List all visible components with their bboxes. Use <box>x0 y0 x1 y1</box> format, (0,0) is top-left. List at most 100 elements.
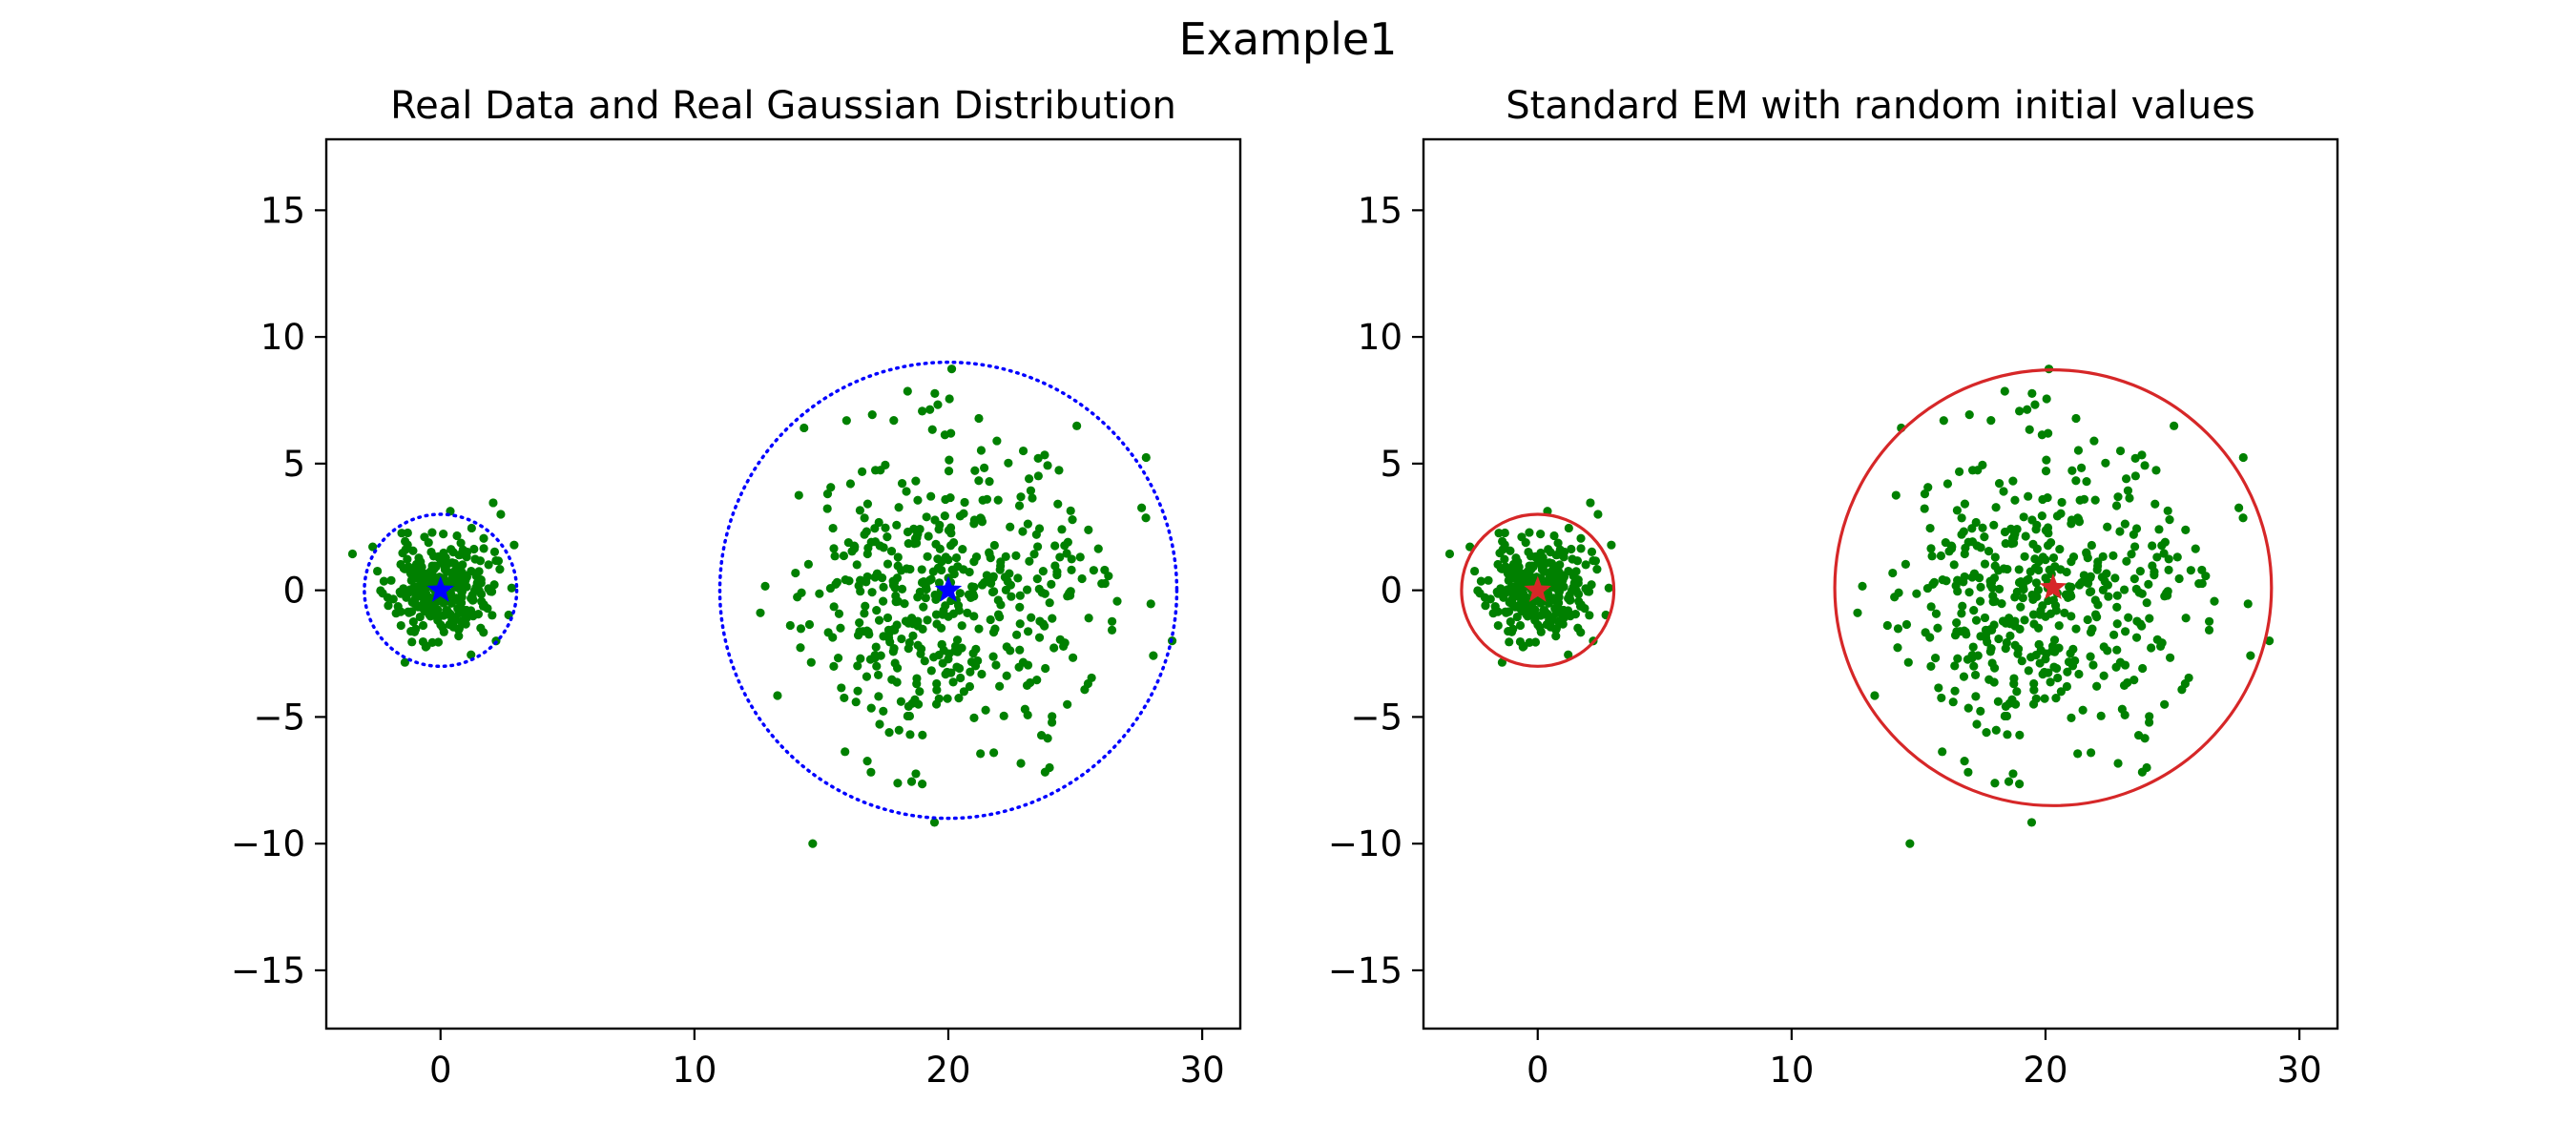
data-point <box>1580 603 1589 614</box>
data-point <box>467 650 476 659</box>
data-point <box>2020 552 2029 561</box>
data-point <box>879 543 888 552</box>
component-center-1-star-icon <box>1524 575 1552 602</box>
data-point <box>945 492 955 503</box>
data-point <box>913 495 923 505</box>
data-point <box>450 566 460 575</box>
data-point <box>418 636 428 647</box>
data-point <box>902 487 911 496</box>
data-point <box>495 564 505 574</box>
data-point <box>927 425 937 434</box>
data-point <box>1559 552 1568 562</box>
data-point <box>1888 568 1898 578</box>
data-point <box>456 604 467 614</box>
data-point <box>870 524 880 533</box>
data-point <box>906 777 917 786</box>
data-point <box>849 541 860 551</box>
data-point <box>2150 567 2159 576</box>
data-point <box>893 779 903 788</box>
data-point <box>1901 559 1910 569</box>
data-point <box>1525 528 1534 537</box>
data-point <box>2041 467 2051 476</box>
data-point <box>971 552 982 562</box>
data-point <box>1536 627 1546 636</box>
data-point <box>940 511 949 521</box>
data-point <box>963 608 972 617</box>
data-point <box>1093 544 1103 553</box>
data-point <box>1066 506 1075 515</box>
data-point <box>1469 566 1480 576</box>
data-point <box>461 619 470 629</box>
data-point <box>834 609 844 618</box>
data-point <box>892 573 903 583</box>
data-point <box>2015 406 2025 416</box>
data-point <box>829 602 839 612</box>
data-point <box>970 661 981 671</box>
data-point <box>2124 613 2133 622</box>
data-point <box>479 544 488 553</box>
data-point <box>1555 560 1565 570</box>
data-point <box>977 669 987 679</box>
x-tick-label: 10 <box>1769 1050 1814 1091</box>
data-point <box>958 544 967 554</box>
data-point <box>2112 591 2122 600</box>
data-point <box>1571 567 1581 576</box>
data-point <box>1968 642 1978 652</box>
data-point <box>1559 613 1569 622</box>
data-point <box>458 560 467 570</box>
data-point <box>2151 466 2161 475</box>
data-point <box>918 406 927 416</box>
data-point <box>949 569 959 579</box>
data-point <box>1112 596 1122 606</box>
data-point <box>943 694 952 703</box>
data-point <box>980 463 989 472</box>
data-point <box>1993 697 2003 706</box>
data-point <box>1994 479 2005 489</box>
data-point <box>1585 611 1594 620</box>
data-point <box>995 565 1005 574</box>
data-point <box>2103 646 2112 656</box>
data-point <box>2071 624 2081 634</box>
data-point <box>2037 430 2046 440</box>
data-point <box>957 621 966 631</box>
data-point <box>2005 614 2014 623</box>
data-point <box>2130 471 2140 481</box>
data-point <box>2001 644 2010 654</box>
data-point <box>2008 476 2018 486</box>
data-point <box>797 588 806 597</box>
data-point <box>454 624 464 634</box>
data-point <box>1960 626 1969 635</box>
data-point <box>1942 479 1953 489</box>
data-point <box>1087 673 1096 683</box>
data-point <box>1055 635 1065 644</box>
data-point <box>2037 511 2046 521</box>
data-point <box>905 730 915 739</box>
data-point <box>2120 519 2129 529</box>
data-point <box>2067 713 2076 722</box>
data-point <box>2049 662 2059 672</box>
data-point <box>2238 452 2248 463</box>
data-point <box>1068 515 1077 525</box>
data-point <box>2021 531 2030 541</box>
data-point <box>2109 630 2119 639</box>
data-point <box>1023 660 1033 670</box>
data-point <box>479 628 488 637</box>
data-point <box>2082 476 2091 487</box>
data-point <box>999 711 1008 720</box>
data-point <box>2127 550 2136 559</box>
data-point <box>486 587 495 596</box>
data-point <box>2131 524 2142 533</box>
data-point <box>932 678 942 689</box>
data-point <box>2024 491 2033 501</box>
data-point <box>1990 779 2000 788</box>
data-point <box>1500 554 1509 564</box>
data-point <box>930 388 940 399</box>
data-point <box>930 590 940 600</box>
data-point <box>2121 627 2130 636</box>
data-point <box>1994 584 2005 593</box>
data-point <box>1034 633 1045 642</box>
data-point <box>1049 643 1059 653</box>
data-point <box>985 476 994 487</box>
data-point <box>897 584 907 593</box>
data-point <box>1506 546 1515 555</box>
